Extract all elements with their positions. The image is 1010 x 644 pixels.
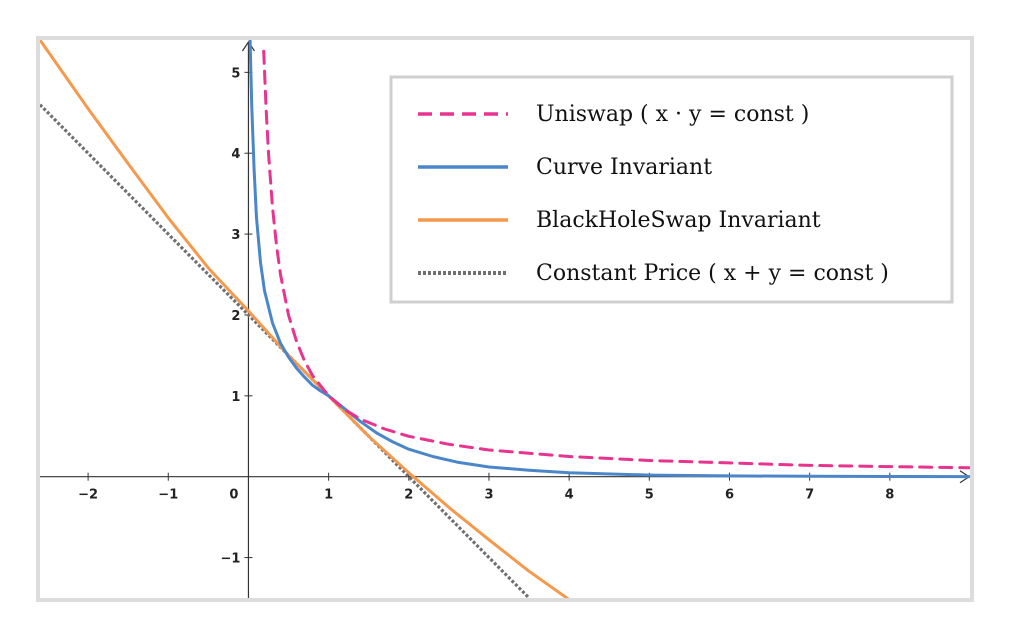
y-tick-label: 2	[231, 309, 240, 324]
legend: Uniswap ( x · y = const ) Curve Invariant…	[389, 75, 954, 304]
y-tick-label: 3	[231, 228, 240, 243]
y-tick-label: 4	[231, 147, 240, 162]
legend-label: Uniswap ( x · y = const )	[536, 102, 809, 127]
series-line	[40, 40, 570, 598]
axis-ticks: −2 −1 1 2 3 4 5 6 7 8 −1 1 2 3 4 5 0	[78, 66, 894, 566]
plot-lines	[40, 40, 970, 598]
y-axis-arrow	[241, 40, 255, 52]
chart-frame: −2 −1 1 2 3 4 5 6 7 8 −1 1 2 3 4 5 0 Uniswap ( x · y = c…	[36, 36, 974, 602]
y-tick-label: −1	[220, 552, 240, 567]
legend-items: Uniswap ( x · y = const ) Curve Invariant…	[418, 102, 889, 286]
chart-svg: −2 −1 1 2 3 4 5 6 7 8 −1 1 2 3 4 5 0 Uniswap ( x · y = c…	[40, 40, 970, 598]
x-tick-label: −2	[78, 488, 98, 503]
y-tick-label: 1	[231, 390, 240, 405]
origin-label: 0	[229, 488, 238, 503]
x-tick-label: 4	[565, 488, 574, 503]
x-tick-label: 8	[885, 488, 894, 503]
x-tick-label: 6	[725, 488, 734, 503]
x-tick-label: 5	[645, 488, 654, 503]
x-tick-label: −1	[158, 488, 178, 503]
legend-label: Curve Invariant	[536, 155, 712, 180]
legend-label: BlackHoleSwap Invariant	[536, 208, 821, 233]
series-line	[262, 49, 970, 470]
x-tick-label: 3	[484, 488, 493, 503]
y-tick-label: 5	[231, 66, 240, 81]
x-tick-label: 2	[404, 488, 413, 503]
x-tick-label: 1	[324, 488, 333, 503]
x-tick-label: 7	[805, 488, 814, 503]
legend-label: Constant Price ( x + y = const )	[536, 261, 889, 286]
